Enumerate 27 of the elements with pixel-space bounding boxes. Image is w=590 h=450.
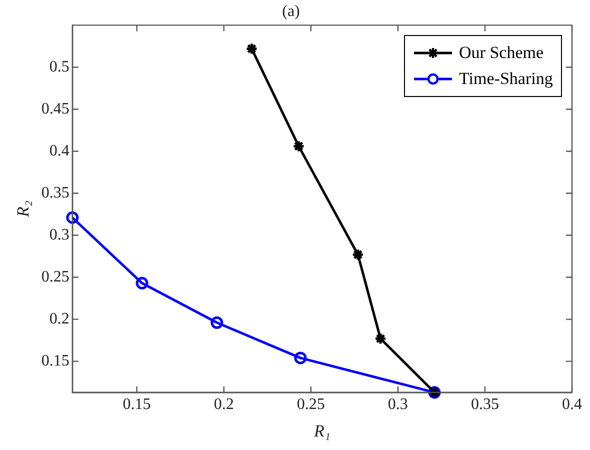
point bbox=[374, 332, 387, 345]
point bbox=[352, 248, 364, 261]
legend-label: Our Scheme bbox=[459, 42, 544, 64]
y-tick-label: 0.5 bbox=[49, 58, 70, 76]
y-tick-label: 0.35 bbox=[41, 184, 70, 202]
x-tick-label: 0.2 bbox=[214, 396, 234, 414]
point bbox=[294, 352, 307, 364]
y-axis-title: R₂ bbox=[14, 200, 33, 218]
point bbox=[66, 211, 79, 224]
legend-label: Time-Sharing bbox=[459, 68, 553, 90]
x-tick-label: 0.4 bbox=[562, 396, 582, 414]
chart-title: (a) bbox=[282, 2, 300, 20]
x-tick-label: 0.15 bbox=[122, 396, 151, 414]
y-tick-label: 0.45 bbox=[41, 100, 70, 118]
point bbox=[245, 42, 258, 55]
y-tick-label: 0.15 bbox=[41, 352, 70, 370]
y-tick-label: 0.2 bbox=[49, 310, 70, 328]
x-tick-label: 0.3 bbox=[388, 396, 408, 414]
point bbox=[210, 316, 224, 329]
y-tick-label: 0.3 bbox=[49, 226, 70, 244]
point bbox=[136, 276, 148, 290]
point bbox=[292, 140, 305, 152]
x-tick-label: 0.25 bbox=[296, 396, 325, 414]
x-tick-label: 0.35 bbox=[470, 396, 499, 414]
y-tick-label: 0.4 bbox=[49, 142, 70, 160]
x-axis-title: R₁ bbox=[313, 421, 330, 440]
y-tick-label: 0.25 bbox=[41, 268, 70, 286]
